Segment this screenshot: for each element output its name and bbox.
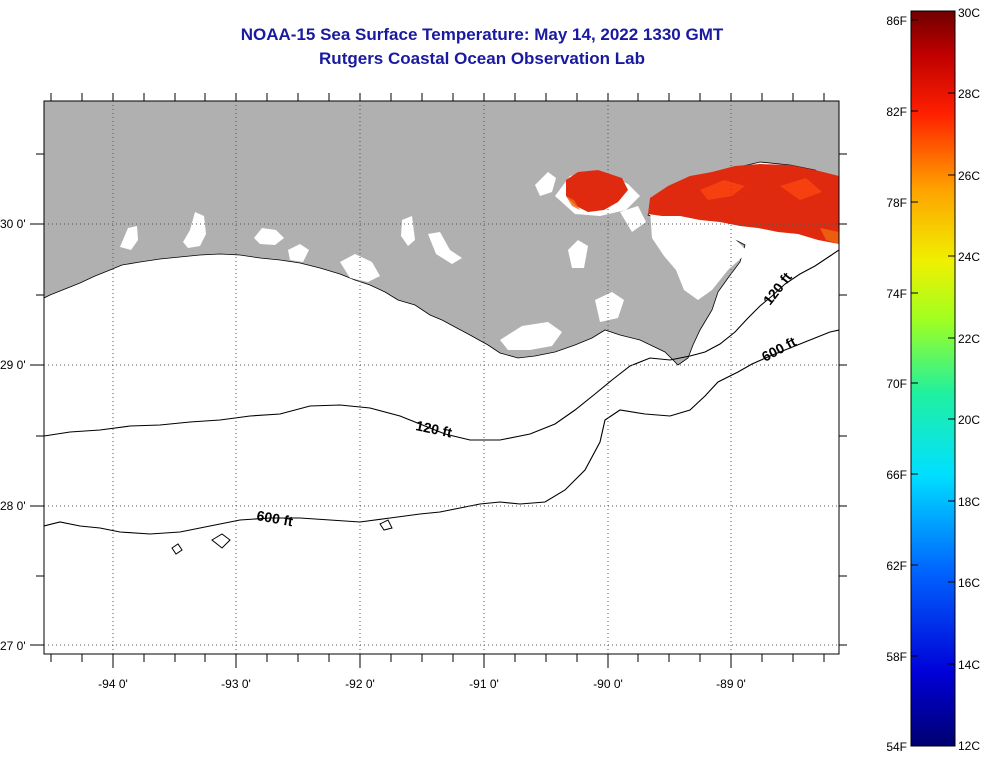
barataria-marsh xyxy=(595,292,624,322)
cb-f-74: 74F xyxy=(886,287,907,301)
map-area xyxy=(44,101,839,654)
vermilion-bay xyxy=(340,254,380,282)
cb-c-30: 30C xyxy=(958,6,980,20)
cb-f-62: 62F xyxy=(886,559,907,573)
isobath-120ft xyxy=(44,249,839,441)
contour-label-120-west: 120 ft xyxy=(414,417,453,440)
cb-c-22: 22C xyxy=(958,332,980,346)
cb-c-12: 12C xyxy=(958,739,980,753)
frame-ticks xyxy=(30,93,847,668)
cb-f-78: 78F xyxy=(886,196,907,210)
colorbar-fahrenheit-labels: 86F 82F 78F 74F 70F 66F 62F 58F 54F xyxy=(886,14,907,754)
terrebonne-marsh xyxy=(500,322,562,350)
sst-patch-pontchartrain xyxy=(566,170,628,212)
cb-c-16: 16C xyxy=(958,576,980,590)
contour-label-600-west: 600 ft xyxy=(255,507,294,529)
cb-c-24: 24C xyxy=(958,250,980,264)
longitude-labels: -94 0' -93 0' -92 0' -91 0' -90 0' -89 0… xyxy=(98,677,746,691)
lake-salvador xyxy=(568,240,588,268)
lake-borgne xyxy=(620,206,646,232)
cb-f-54: 54F xyxy=(886,740,907,754)
map-subtitle: Rutgers Coastal Ocean Observation Lab xyxy=(319,49,645,68)
graticule xyxy=(44,101,839,654)
colorbar-gradient xyxy=(910,10,956,747)
lon-label-89: -89 0' xyxy=(716,677,746,691)
lon-label-90: -90 0' xyxy=(593,677,623,691)
lon-label-94: -94 0' xyxy=(98,677,128,691)
cb-c-20: 20C xyxy=(958,413,980,427)
cb-c-26: 26C xyxy=(958,169,980,183)
white-lake xyxy=(254,228,284,245)
breton-sound xyxy=(650,210,748,300)
cb-c-18: 18C xyxy=(958,495,980,509)
isobath-600ft xyxy=(44,329,839,535)
sst-patch-warm-spots xyxy=(700,178,822,200)
temperature-colorbar: 86F 82F 78F 74F 70F 66F 62F 58F 54F 30C … xyxy=(886,6,980,754)
cb-f-66: 66F xyxy=(886,468,907,482)
latitude-labels: 30 0' 29 0' 28 0' 27 0' xyxy=(0,217,26,653)
cloud-patch-1 xyxy=(535,172,556,196)
lon-label-92: -92 0' xyxy=(345,677,375,691)
map-frame xyxy=(43,100,840,655)
colorbar-ticks xyxy=(911,19,955,665)
map-title: NOAA-15 Sea Surface Temperature: May 14,… xyxy=(240,25,724,44)
lat-label-27: 27 0' xyxy=(0,639,26,653)
marsh-patch-1 xyxy=(288,244,309,262)
lon-label-91: -91 0' xyxy=(469,677,499,691)
cb-c-14: 14C xyxy=(958,658,980,672)
isobath-islands xyxy=(171,519,393,555)
lon-label-93: -93 0' xyxy=(221,677,251,691)
lat-label-29: 29 0' xyxy=(0,358,26,372)
colorbar-celsius-labels: 30C 28C 26C 24C 22C 20C 18C 16C 14C 12C xyxy=(958,6,980,753)
cb-f-86: 86F xyxy=(886,14,907,28)
cb-f-70: 70F xyxy=(886,377,907,391)
lake-verret xyxy=(428,232,462,264)
cb-c-28: 28C xyxy=(958,87,980,101)
cb-f-82: 82F xyxy=(886,105,907,119)
lat-label-30: 30 0' xyxy=(0,217,26,231)
lat-label-28: 28 0' xyxy=(0,499,26,513)
cb-f-58: 58F xyxy=(886,650,907,664)
lake-calcasieu xyxy=(120,226,138,250)
lake-grand xyxy=(183,212,206,248)
